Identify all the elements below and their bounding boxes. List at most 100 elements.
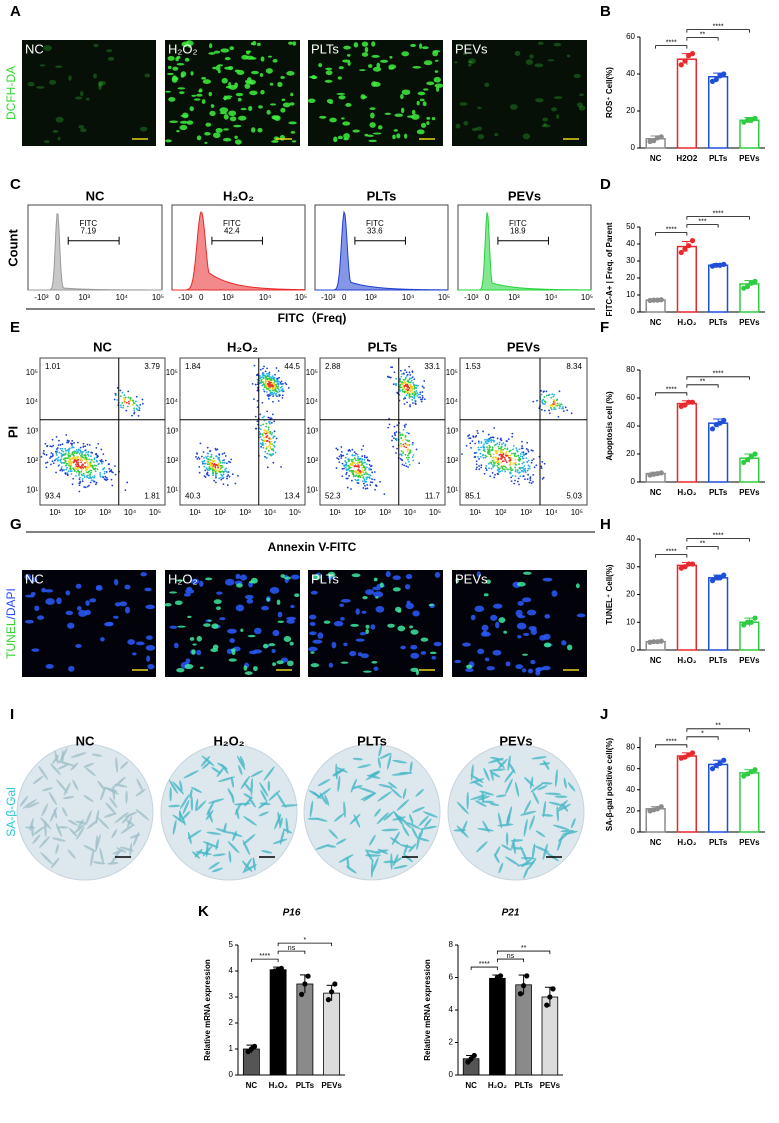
signal: [246, 81, 254, 83]
signal: [426, 117, 430, 120]
signal: [373, 67, 381, 72]
signal: [169, 121, 178, 123]
event: [229, 476, 231, 478]
event: [543, 403, 545, 405]
quadrant-value: 2.88: [325, 362, 341, 371]
signal: [574, 74, 581, 78]
x-tick-label: PEVs: [739, 838, 760, 847]
event: [63, 469, 65, 471]
event: [265, 443, 267, 445]
y-tick-label: 0: [631, 307, 636, 316]
signal: [529, 54, 534, 58]
gate-value: 18.9: [510, 226, 526, 235]
event: [95, 465, 97, 467]
signal: [526, 59, 533, 65]
nucleus: [495, 622, 499, 629]
signal: [94, 44, 99, 47]
signal: [268, 56, 272, 58]
panel-letter: H: [600, 516, 611, 533]
event: [417, 395, 419, 397]
signal: [418, 92, 426, 96]
event: [223, 474, 225, 476]
event: [97, 443, 99, 445]
event: [263, 416, 265, 418]
signal: [248, 635, 256, 637]
signal: [319, 116, 326, 119]
event: [206, 467, 208, 469]
event: [259, 382, 261, 384]
signal: [365, 629, 369, 634]
signal: [365, 47, 369, 53]
event: [277, 378, 279, 380]
nucleus: [528, 669, 533, 674]
event: [466, 445, 468, 447]
event: [345, 463, 347, 465]
y-tick-label: 10²: [26, 456, 38, 465]
event: [416, 392, 418, 394]
event: [274, 374, 276, 376]
event: [266, 453, 268, 455]
event: [94, 465, 96, 467]
y-tick-label: 10⁴: [306, 397, 319, 406]
event: [214, 463, 216, 465]
event: [68, 452, 70, 454]
event: [521, 452, 523, 454]
event: [274, 442, 276, 444]
event: [59, 470, 61, 472]
signal: [375, 596, 378, 599]
nucleus: [551, 590, 557, 597]
y-tick-label: 0: [229, 1070, 234, 1079]
nucleus: [146, 645, 155, 651]
signal: [579, 93, 584, 96]
signal: [459, 102, 467, 106]
event: [105, 460, 107, 462]
event: [219, 466, 221, 468]
event: [53, 462, 55, 464]
data-point: [752, 451, 757, 456]
event: [374, 489, 376, 491]
event: [270, 378, 272, 380]
event: [509, 455, 511, 457]
signal: [49, 80, 56, 85]
event: [370, 469, 372, 471]
nucleus: [89, 598, 96, 602]
event: [363, 483, 365, 485]
event: [215, 475, 217, 477]
event: [504, 448, 506, 450]
nucleus: [96, 585, 102, 589]
event: [522, 447, 524, 449]
event: [46, 445, 48, 447]
event: [78, 449, 80, 451]
event: [96, 456, 98, 458]
event: [223, 477, 225, 479]
signal: [345, 103, 351, 107]
bar: [678, 59, 697, 148]
signal: [517, 582, 526, 587]
nucleus: [374, 667, 379, 671]
nucleus: [334, 621, 344, 627]
event: [273, 420, 275, 422]
signal: [244, 83, 250, 88]
event: [492, 457, 494, 459]
data-point: [302, 981, 307, 986]
event: [82, 446, 84, 448]
event: [68, 451, 70, 453]
event: [273, 383, 275, 385]
nucleus: [517, 623, 527, 630]
event: [499, 467, 501, 469]
signal: [291, 131, 295, 134]
image-label: H₂O₂: [213, 733, 244, 748]
data-point: [659, 804, 664, 809]
signal: [329, 118, 337, 123]
significance-label: ****: [666, 39, 677, 46]
signal: [547, 59, 554, 61]
event: [209, 456, 211, 458]
event: [106, 477, 108, 479]
nucleus: [124, 585, 130, 590]
y-axis-title: TUNEL⁺ Cell(%): [605, 564, 614, 625]
event: [123, 405, 125, 407]
event: [73, 462, 75, 464]
event: [81, 451, 83, 453]
event: [403, 464, 405, 466]
event: [362, 480, 364, 482]
